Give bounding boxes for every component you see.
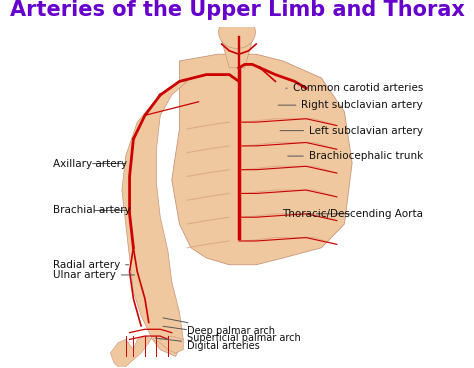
Text: Ulnar artery: Ulnar artery bbox=[53, 270, 135, 280]
Polygon shape bbox=[122, 81, 187, 357]
Text: Brachial artery: Brachial artery bbox=[53, 205, 130, 215]
Text: Left subclavian artery: Left subclavian artery bbox=[280, 125, 423, 136]
Circle shape bbox=[219, 16, 255, 49]
Polygon shape bbox=[110, 336, 183, 368]
Text: Deep palmar arch: Deep palmar arch bbox=[163, 318, 275, 336]
Text: Thoracic/Descending Aorta: Thoracic/Descending Aorta bbox=[282, 209, 423, 219]
Polygon shape bbox=[172, 54, 352, 265]
Text: Digital arteries: Digital arteries bbox=[155, 338, 260, 351]
Text: Arteries of the Upper Limb and Thorax: Arteries of the Upper Limb and Thorax bbox=[9, 0, 465, 20]
Text: Brachiocephalic trunk: Brachiocephalic trunk bbox=[288, 151, 423, 161]
Text: Axillary artery: Axillary artery bbox=[53, 159, 127, 169]
Text: Radial artery: Radial artery bbox=[53, 260, 129, 270]
Text: Superficial palmar arch: Superficial palmar arch bbox=[163, 326, 301, 343]
Text: Common carotid arteries: Common carotid arteries bbox=[286, 83, 423, 93]
Text: Right subclavian artery: Right subclavian artery bbox=[278, 100, 423, 110]
Polygon shape bbox=[222, 40, 252, 68]
